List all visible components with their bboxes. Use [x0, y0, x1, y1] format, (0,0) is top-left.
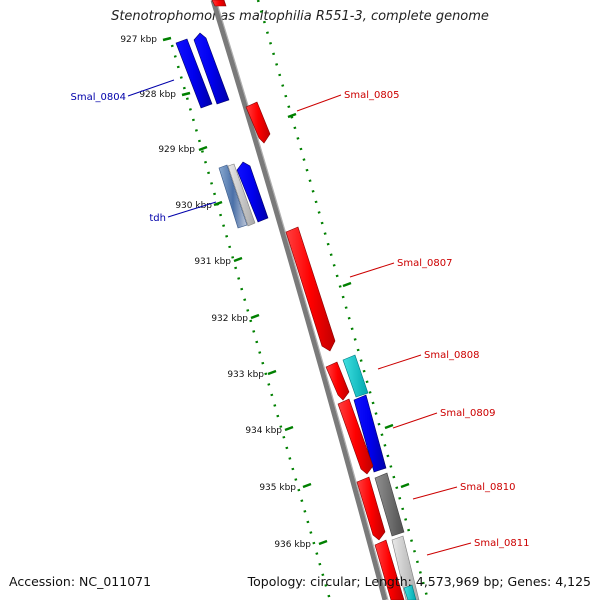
gene-labels: Smal_0804 tdh Smal_0805 Smal_0807 Smal_0…	[71, 90, 530, 549]
tick-label: 932 kbp	[211, 314, 248, 324]
topology-text: Topology: circular; Length: 4,573,969 bp…	[247, 574, 591, 589]
tick-label: 936 kbp	[274, 540, 311, 550]
gene-top-fragment[interactable]	[211, 0, 227, 7]
gene-smal-0805[interactable]	[245, 101, 271, 144]
outer-guide-line	[256, 0, 430, 600]
gene-smal-0811[interactable]	[374, 539, 405, 600]
inner-guide-line	[170, 44, 332, 600]
tick-label: 933 kbp	[227, 370, 264, 380]
gene-label-smal-0811[interactable]: Smal_0811	[474, 538, 529, 549]
gene-label-smal-0808[interactable]: Smal_0808	[424, 350, 479, 361]
gene-label-tdh[interactable]: tdh	[149, 213, 166, 224]
tick-label: 934 kbp	[245, 426, 282, 436]
gene-smal-0809[interactable]	[353, 394, 387, 473]
tick-label: 935 kbp	[259, 483, 296, 493]
gene-label-smal-0810[interactable]: Smal_0810	[460, 482, 515, 493]
gene-rna-b[interactable]	[403, 584, 417, 600]
tick-label: 930 kbp	[175, 201, 212, 211]
gene-label-smal-0807[interactable]: Smal_0807	[397, 258, 452, 269]
gene-smal-0809-red[interactable]	[337, 398, 374, 475]
tick-label: 929 kbp	[158, 145, 195, 155]
gene-tdh-b[interactable]	[227, 163, 256, 227]
gene-smal-0804b[interactable]	[193, 32, 230, 105]
gene-rna[interactable]	[342, 354, 369, 398]
genome-backbone	[210, 0, 389, 600]
accession-text: Accession: NC_011071	[9, 574, 152, 589]
gene-tdh-a[interactable]	[218, 164, 248, 229]
gene-label-smal-0805[interactable]: Smal_0805	[344, 90, 399, 101]
map-title: Stenotrophomonas maltophilia R551-3, com…	[111, 9, 489, 24]
gene-tdh[interactable]	[236, 161, 269, 223]
gene-label-smal-0804[interactable]: Smal_0804	[71, 92, 126, 103]
tick-label: 927 kbp	[120, 35, 157, 45]
forward-strand-genes	[211, 0, 405, 600]
other-features	[342, 354, 420, 600]
tick-marks	[162, 36, 410, 546]
gene-smal-0804a[interactable]	[175, 38, 213, 109]
tick-label: 928 kbp	[139, 90, 176, 100]
gene-smal-0808[interactable]	[325, 361, 350, 401]
gene-label-smal-0809[interactable]: Smal_0809	[440, 408, 495, 419]
gene-pseudo-a[interactable]	[374, 472, 405, 537]
gene-smal-0810[interactable]	[356, 476, 386, 541]
reverse-strand-genes	[175, 32, 387, 473]
leader-lines	[127, 79, 472, 556]
gene-pseudo-b[interactable]	[391, 535, 420, 600]
tick-labels: 927 kbp 928 kbp 929 kbp 930 kbp 931 kbp …	[120, 35, 311, 550]
tick-label: 931 kbp	[194, 257, 231, 267]
gene-smal-0807[interactable]	[285, 226, 336, 352]
